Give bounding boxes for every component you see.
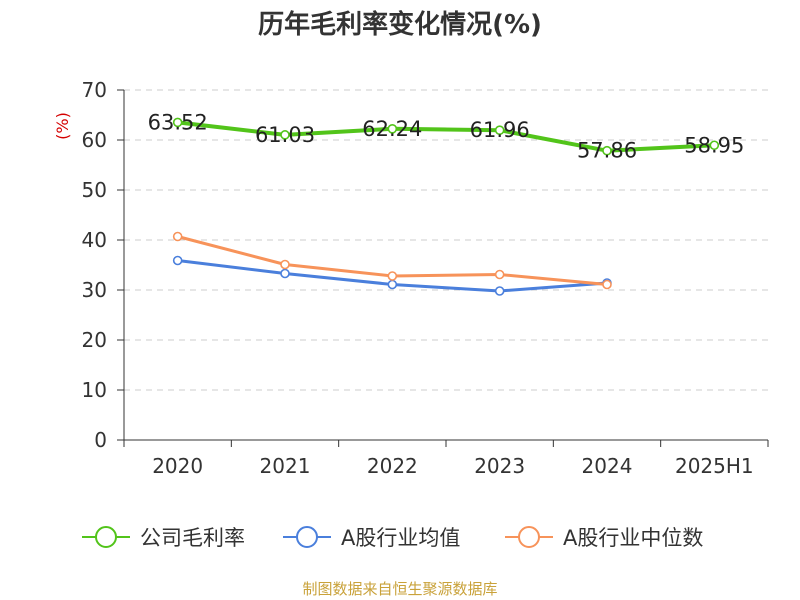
y-tick-label: 40: [82, 228, 107, 252]
x-tick-label: 2022: [367, 454, 418, 478]
data-label: 61.03: [255, 123, 315, 147]
legend: 公司毛利率 A股行业均值 A股行业中位数: [82, 526, 703, 550]
data-point: [387, 271, 398, 281]
series-layer: [172, 117, 720, 296]
data-point: [280, 268, 290, 279]
grid-layer: [124, 89, 768, 391]
series-line: [177, 120, 715, 153]
y-tick-label: 10: [82, 378, 107, 402]
data-point: [494, 125, 505, 135]
y-tick-label: 20: [82, 328, 107, 352]
x-tick-label: 2020: [152, 454, 203, 478]
y-axis-label: (%): [53, 112, 72, 140]
chart-title: 历年毛利率变化情况(%): [258, 10, 542, 40]
legend-label: 公司毛利率: [140, 526, 245, 550]
legend-label: A股行业均值: [341, 526, 460, 550]
data-label: 61.96: [470, 118, 530, 142]
legend-marker: [518, 526, 540, 548]
data-label: 57.86: [577, 139, 637, 163]
x-tick-label: 2021: [260, 454, 311, 478]
data-point: [709, 140, 720, 151]
data-label: 63.52: [148, 110, 208, 134]
x-tick-label: 2023: [474, 454, 525, 478]
y-tick-label: 50: [82, 178, 107, 202]
axis-layer: 0 10 20 30 40 50 60 70 (%) 2020 2021 2022 2023 2024 20…: [53, 78, 769, 478]
data-point: [602, 145, 612, 156]
data-point: [494, 286, 505, 296]
data-point: [494, 269, 505, 280]
x-tick-label: 2024: [582, 454, 633, 478]
data-label-layer: 63.52 61.03 62.24 61.96 57.86 58.95: [148, 110, 745, 162]
data-point: [172, 231, 183, 242]
data-point: [280, 130, 290, 140]
legend-label: A股行业中位数: [563, 526, 703, 550]
data-point: [172, 255, 183, 266]
data-label: 58.95: [684, 133, 744, 157]
y-tick-label: 60: [82, 128, 107, 152]
data-label: 62.24: [362, 117, 422, 141]
data-point: [387, 124, 398, 134]
data-point: [387, 279, 398, 290]
y-tick-label: 0: [94, 428, 107, 452]
x-tick-label: 2025H1: [675, 454, 754, 478]
y-tick-label: 70: [82, 78, 107, 102]
y-tick-label: 30: [82, 278, 107, 302]
source-note: 制图数据来自恒生聚源数据库: [302, 580, 498, 598]
legend-marker: [95, 526, 117, 548]
data-point: [172, 117, 183, 128]
data-point: [280, 259, 290, 270]
legend-marker: [296, 526, 318, 548]
data-point: [602, 279, 612, 290]
